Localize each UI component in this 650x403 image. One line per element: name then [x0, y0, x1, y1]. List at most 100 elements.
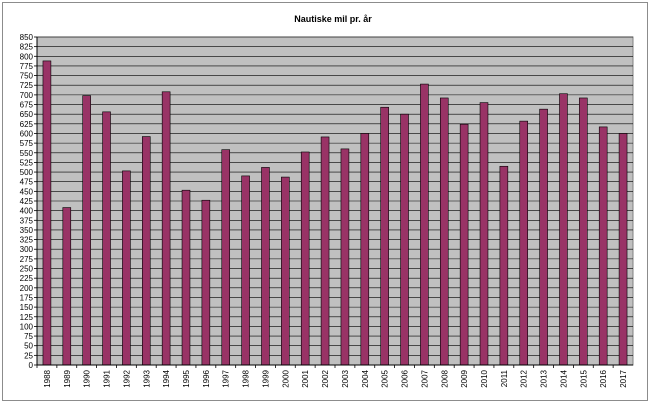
bar-2000 — [281, 176, 290, 366]
y-tick-label: 0 — [29, 361, 34, 370]
y-tick-label: 475 — [20, 178, 34, 187]
bar-chart: Nautiske mil pr. år 02550751001251501752… — [20, 14, 634, 388]
y-tick-label: 25 — [24, 351, 33, 360]
bar-2008 — [439, 97, 449, 366]
bars — [42, 60, 628, 366]
x-tick-label: 2001 — [301, 369, 310, 387]
y-tick-label: 250 — [20, 265, 34, 274]
y-tick-label: 75 — [24, 332, 33, 341]
y-tick-label: 800 — [20, 52, 34, 61]
y-tick-label: 275 — [20, 255, 34, 264]
x-tick-label: 2002 — [321, 369, 330, 387]
x-tick-label: 2007 — [420, 369, 429, 387]
bar-1990 — [82, 95, 91, 366]
y-tick-label: 225 — [20, 274, 34, 283]
bar-2007 — [420, 83, 429, 366]
y-tick-label: 450 — [20, 187, 34, 196]
bar-2017 — [618, 133, 628, 366]
bar-1989 — [62, 207, 72, 366]
x-tick-labels: 1988 1989 1990 1991 1992 1993 1994 1995 1996 1997… — [36, 365, 628, 388]
bar-2015 — [579, 97, 588, 366]
x-tick-label: 2010 — [480, 369, 489, 387]
bar-2014 — [559, 93, 568, 366]
x-tick-label: 1998 — [242, 369, 251, 387]
y-tick-label: 175 — [20, 293, 34, 302]
y-tick-label: 725 — [20, 81, 34, 90]
bar-1993 — [141, 136, 151, 366]
x-tick-label: 1988 — [43, 369, 52, 387]
bar-2010 — [479, 102, 489, 366]
y-tick-label: 400 — [20, 207, 34, 216]
bar-2011 — [499, 165, 509, 366]
x-tick-label: 1992 — [122, 369, 131, 387]
y-tick-label: 350 — [20, 226, 34, 235]
y-tick-label: 625 — [20, 120, 34, 129]
y-tick-label: 300 — [20, 245, 34, 254]
bar-1992 — [122, 170, 131, 366]
bar-1998 — [241, 175, 250, 366]
x-tick-label: 2008 — [440, 369, 449, 387]
y-tick-label: 550 — [20, 149, 34, 158]
x-tick-label: 2016 — [599, 369, 608, 387]
y-tick-label: 50 — [24, 342, 33, 351]
y-tick-label: 850 — [20, 33, 34, 42]
x-tick-label: 1991 — [103, 369, 112, 387]
x-tick-label: 2000 — [281, 369, 290, 387]
x-tick-label: 2005 — [381, 369, 390, 387]
x-tick-label: 2014 — [559, 369, 568, 387]
x-tick-label: 1997 — [222, 369, 231, 387]
x-tick-label: 1989 — [63, 369, 72, 387]
bar-1991 — [102, 111, 111, 366]
x-tick-label: 2004 — [361, 369, 370, 387]
x-tick-label: 2012 — [520, 369, 529, 387]
y-tick-label: 200 — [20, 284, 34, 293]
x-tick-label: 1996 — [202, 369, 211, 387]
y-tick-label: 750 — [20, 72, 34, 81]
y-tick-label: 825 — [20, 43, 34, 52]
y-tick-label: 125 — [20, 313, 34, 322]
y-tick-label: 575 — [20, 139, 34, 148]
bar-2012 — [519, 120, 529, 366]
y-tick-label: 425 — [20, 197, 34, 206]
y-tick-labels: 0255075100125150175200225250275300325350… — [20, 33, 37, 370]
bar-2001 — [300, 151, 310, 366]
x-tick-label: 2009 — [460, 369, 469, 387]
bar-2005 — [380, 106, 389, 366]
bar-2002 — [320, 136, 330, 366]
y-tick-label: 100 — [20, 322, 34, 331]
y-tick-label: 500 — [20, 168, 34, 177]
gridlines — [37, 36, 633, 356]
y-tick-label: 600 — [20, 129, 34, 138]
bar-1988 — [42, 60, 52, 366]
y-tick-label: 675 — [20, 101, 34, 110]
bar-1997 — [221, 149, 231, 366]
y-tick-label: 700 — [20, 91, 34, 100]
x-tick-label: 1995 — [182, 369, 191, 387]
bar-1995 — [181, 189, 191, 366]
y-tick-label: 525 — [20, 158, 34, 167]
bar-2004 — [360, 133, 370, 366]
bar-2009 — [459, 123, 469, 366]
y-tick-label: 325 — [20, 236, 34, 245]
x-tick-label: 1993 — [142, 369, 151, 387]
x-tick-label: 2003 — [341, 369, 350, 387]
x-tick-label: 1994 — [162, 369, 171, 387]
bar-2016 — [598, 126, 608, 366]
bar-1999 — [261, 167, 270, 366]
bar-1996 — [201, 199, 211, 366]
y-tick-label: 775 — [20, 62, 34, 71]
x-tick-label: 1990 — [83, 369, 92, 387]
bar-2006 — [400, 113, 409, 366]
x-tick-label: 1999 — [261, 369, 270, 387]
bar-2003 — [340, 148, 350, 366]
x-tick-label: 2006 — [401, 369, 410, 387]
x-tick-label: 2015 — [579, 369, 588, 387]
y-tick-label: 150 — [20, 303, 34, 312]
bar-1994 — [161, 91, 171, 366]
x-tick-label: 2013 — [540, 369, 549, 387]
y-tick-label: 375 — [20, 216, 34, 225]
bar-2013 — [539, 108, 548, 366]
x-tick-label: 2017 — [619, 369, 628, 387]
chart-title: Nautiske mil pr. år — [294, 14, 372, 24]
